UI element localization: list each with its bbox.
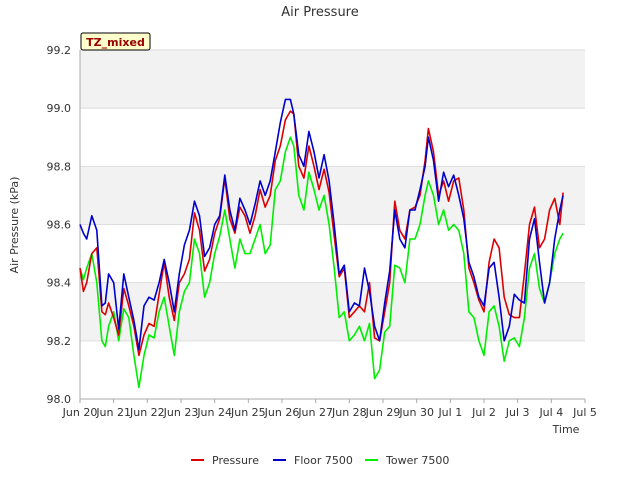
x-tick-label: Jul 2: [471, 406, 496, 419]
y-tick-label: 98.0: [47, 393, 72, 406]
y-band: [80, 340, 585, 399]
y-tick-label: 98.2: [47, 335, 72, 348]
x-tick-label: Jun 24: [196, 406, 232, 419]
y-band: [80, 108, 585, 167]
y-tick-label: 98.4: [47, 277, 72, 290]
x-tick-label: Jun 26: [264, 406, 300, 419]
x-tick-label: Jun 27: [297, 406, 333, 419]
x-tick-label: Jun 20: [62, 406, 98, 419]
x-tick-label: Jun 23: [163, 406, 199, 419]
series-line-tower-7500: [79, 136, 564, 389]
x-tick-label: Jul 5: [572, 406, 597, 419]
legend-label: Floor 7500: [294, 454, 353, 467]
series-line-pressure: [79, 110, 564, 357]
tz-badge-box: [80, 32, 151, 51]
x-tick-label: Jun 21: [95, 406, 131, 419]
series-lines: [79, 98, 564, 389]
tz-badge-text: TZ_mixed: [86, 36, 145, 49]
x-axis-label: Time: [552, 423, 580, 436]
x-tick-label: Jun 22: [129, 406, 165, 419]
x-tick-label: Jun 25: [230, 406, 266, 419]
y-tick-labels: 98.0 98.2 98.4 98.6 98.8 99.0 99.2: [47, 44, 72, 406]
chart-title: Air Pressure: [281, 5, 359, 20]
x-tick-label: Jul 3: [505, 406, 530, 419]
series-line-floor-7500: [79, 98, 564, 351]
y-tick-label: 99.2: [47, 44, 72, 57]
tz-badge: TZ_mixed: [80, 32, 151, 51]
background-bands: [80, 50, 585, 399]
x-tick-label: Jun 30: [398, 406, 434, 419]
legend-label: Pressure: [212, 454, 259, 467]
x-tick-label: Jul 4: [538, 406, 563, 419]
y-tick-label: 98.8: [47, 160, 72, 173]
x-tick-label: Jun 29: [365, 406, 401, 419]
y-tick-label: 99.0: [47, 102, 72, 115]
legend: Pressure Floor 7500 Tower 7500: [191, 454, 449, 467]
y-tick-label: 98.6: [47, 219, 72, 232]
x-tick-label: Jul 1: [437, 406, 462, 419]
legend-label: Tower 7500: [385, 454, 449, 467]
y-band: [80, 50, 585, 109]
y-axis-label: Air Pressure (kPa): [8, 177, 21, 274]
x-tick-label: Jun 28: [331, 406, 367, 419]
